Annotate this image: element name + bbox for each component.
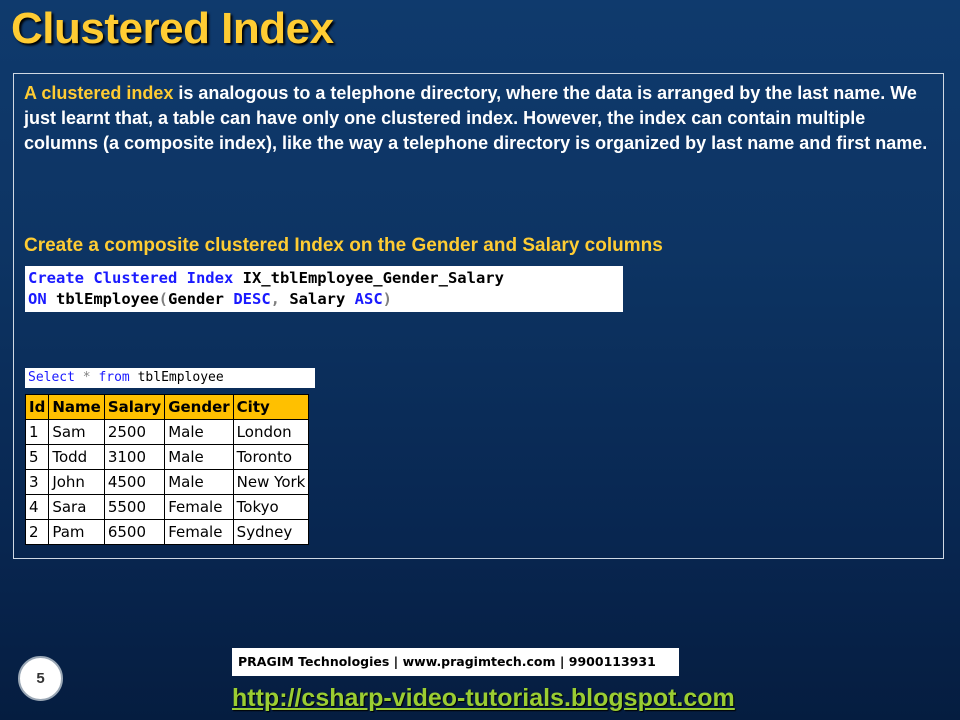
table-cell: Sara	[48, 494, 105, 520]
column-header: Name	[48, 394, 105, 420]
table-cell: Male	[164, 419, 234, 445]
footer-url-link[interactable]: http://csharp-video-tutorials.blogspot.c…	[232, 684, 735, 712]
code-keyword: ON	[28, 290, 47, 308]
query-star: *	[74, 370, 99, 385]
code-paren: )	[382, 290, 392, 308]
table-cell: New York	[232, 469, 310, 495]
intro-highlight: A clustered index	[24, 83, 174, 103]
content-box: A clustered index is analogous to a tele…	[13, 73, 944, 559]
footer-company-info: PRAGIM Technologies | www.pragimtech.com…	[232, 648, 679, 676]
code-table-name: tblEmployee	[46, 290, 159, 308]
table-cell: Female	[164, 494, 234, 520]
code-keyword: Create Clustered Index	[28, 269, 234, 287]
code-column: Salary	[280, 290, 355, 308]
table-cell: London	[232, 419, 310, 445]
table-cell: Todd	[48, 444, 105, 470]
table-cell: 4	[24, 494, 50, 520]
query-keyword: from	[98, 370, 130, 385]
table-row: 4 Sara 5500 Female Tokyo	[24, 494, 310, 520]
sql-create-index-code: Create Clustered Index IX_tblEmployee_Ge…	[25, 266, 623, 312]
table-cell: Female	[164, 519, 234, 545]
table-row: 2 Pam 6500 Female Sydney	[24, 519, 310, 545]
column-header: Salary	[103, 394, 166, 420]
intro-text: is analogous to a telephone directory, w…	[24, 83, 928, 153]
table-cell: Pam	[48, 519, 105, 545]
column-header: Gender	[164, 394, 234, 420]
table-header-row: Id Name Salary Gender City	[24, 394, 310, 420]
table-cell: Male	[164, 444, 234, 470]
slide-number-badge: 5	[18, 656, 63, 701]
table-cell: 4500	[103, 469, 166, 495]
table-cell: 3	[24, 469, 50, 495]
table-cell: 2500	[103, 419, 166, 445]
select-query: Select * from tblEmployee	[25, 368, 315, 388]
code-column: Gender	[168, 290, 234, 308]
table-cell: Sam	[48, 419, 105, 445]
table-cell: 1	[24, 419, 50, 445]
table-cell: Male	[164, 469, 234, 495]
table-row: 3 John 4500 Male New York	[24, 469, 310, 495]
table-cell: John	[48, 469, 105, 495]
results-table: Id Name Salary Gender City 1 Sam 2500 Ma…	[24, 394, 310, 545]
table-cell: Sydney	[232, 519, 310, 545]
table-cell: 5	[24, 444, 50, 470]
query-keyword: Select	[28, 370, 75, 385]
code-comma: ,	[270, 290, 280, 308]
table-cell: 2	[24, 519, 50, 545]
subheading: Create a composite clustered Index on th…	[24, 235, 663, 256]
column-header: City	[232, 394, 310, 420]
code-keyword: ASC	[354, 290, 383, 308]
table-cell: 3100	[103, 444, 166, 470]
query-table: tblEmployee	[129, 370, 224, 385]
table-cell: 6500	[103, 519, 166, 545]
table-row: 5 Todd 3100 Male Toronto	[24, 444, 310, 470]
code-index-name: IX_tblEmployee_Gender_Salary	[233, 269, 504, 287]
slide-title: Clustered Index	[11, 4, 334, 53]
table-cell: 5500	[103, 494, 166, 520]
code-paren: (	[158, 290, 168, 308]
code-keyword: DESC	[233, 290, 271, 308]
table-cell: Tokyo	[232, 494, 310, 520]
column-header: Id	[24, 394, 50, 420]
table-cell: Toronto	[232, 444, 310, 470]
table-row: 1 Sam 2500 Male London	[24, 419, 310, 445]
intro-paragraph: A clustered index is analogous to a tele…	[24, 81, 939, 156]
